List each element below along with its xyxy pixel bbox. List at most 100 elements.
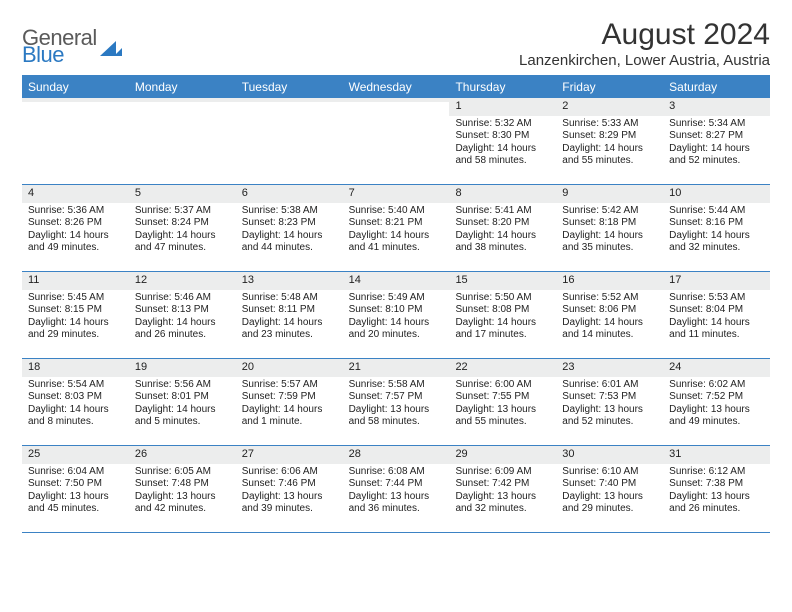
calendar-cell: 20Sunrise: 5:57 AMSunset: 7:59 PMDayligh… (236, 359, 343, 445)
daylight-text: Daylight: 14 hours and 29 minutes. (28, 317, 123, 342)
cell-body: Sunrise: 5:44 AMSunset: 8:16 PMDaylight:… (663, 203, 770, 259)
sunset-text: Sunset: 7:44 PM (349, 478, 444, 491)
calendar: Sunday Monday Tuesday Wednesday Thursday… (22, 75, 770, 533)
daylight-text: Daylight: 14 hours and 23 minutes. (242, 317, 337, 342)
cell-body: Sunrise: 5:48 AMSunset: 8:11 PMDaylight:… (236, 290, 343, 346)
sunset-text: Sunset: 8:11 PM (242, 304, 337, 317)
calendar-cell: 18Sunrise: 5:54 AMSunset: 8:03 PMDayligh… (22, 359, 129, 445)
sunrise-text: Sunrise: 6:12 AM (669, 466, 764, 479)
sunset-text: Sunset: 8:08 PM (455, 304, 550, 317)
daylight-text: Daylight: 14 hours and 17 minutes. (455, 317, 550, 342)
cell-body: Sunrise: 5:53 AMSunset: 8:04 PMDaylight:… (663, 290, 770, 346)
daylight-text: Daylight: 13 hours and 49 minutes. (669, 404, 764, 429)
sunrise-text: Sunrise: 5:58 AM (349, 379, 444, 392)
day-number: 29 (449, 446, 556, 464)
daylight-text: Daylight: 14 hours and 49 minutes. (28, 230, 123, 255)
day-number: 9 (556, 185, 663, 203)
sunrise-text: Sunrise: 5:53 AM (669, 292, 764, 305)
sunset-text: Sunset: 7:52 PM (669, 391, 764, 404)
day-number: 28 (343, 446, 450, 464)
daylight-text: Daylight: 13 hours and 32 minutes. (455, 491, 550, 516)
sunset-text: Sunset: 8:06 PM (562, 304, 657, 317)
sunset-text: Sunset: 7:38 PM (669, 478, 764, 491)
calendar-cell: 31Sunrise: 6:12 AMSunset: 7:38 PMDayligh… (663, 446, 770, 532)
day-number: 14 (343, 272, 450, 290)
day-number: 6 (236, 185, 343, 203)
sunrise-text: Sunrise: 5:57 AM (242, 379, 337, 392)
calendar-cell: 6Sunrise: 5:38 AMSunset: 8:23 PMDaylight… (236, 185, 343, 271)
cell-body: Sunrise: 5:57 AMSunset: 7:59 PMDaylight:… (236, 377, 343, 433)
daylight-text: Daylight: 14 hours and 5 minutes. (135, 404, 230, 429)
sunrise-text: Sunrise: 5:46 AM (135, 292, 230, 305)
calendar-cell: 29Sunrise: 6:09 AMSunset: 7:42 PMDayligh… (449, 446, 556, 532)
daylight-text: Daylight: 13 hours and 45 minutes. (28, 491, 123, 516)
cell-body: Sunrise: 6:05 AMSunset: 7:48 PMDaylight:… (129, 464, 236, 520)
sunrise-text: Sunrise: 6:02 AM (669, 379, 764, 392)
day-number: 7 (343, 185, 450, 203)
calendar-cell (129, 98, 236, 184)
sunset-text: Sunset: 7:59 PM (242, 391, 337, 404)
day-number: 10 (663, 185, 770, 203)
calendar-cell: 26Sunrise: 6:05 AMSunset: 7:48 PMDayligh… (129, 446, 236, 532)
sunset-text: Sunset: 7:53 PM (562, 391, 657, 404)
sunset-text: Sunset: 8:30 PM (455, 130, 550, 143)
daylight-text: Daylight: 14 hours and 26 minutes. (135, 317, 230, 342)
calendar-cell: 13Sunrise: 5:48 AMSunset: 8:11 PMDayligh… (236, 272, 343, 358)
day-number: 26 (129, 446, 236, 464)
sunset-text: Sunset: 8:10 PM (349, 304, 444, 317)
sunset-text: Sunset: 7:57 PM (349, 391, 444, 404)
sunrise-text: Sunrise: 5:56 AM (135, 379, 230, 392)
calendar-cell: 28Sunrise: 6:08 AMSunset: 7:44 PMDayligh… (343, 446, 450, 532)
day-number: 5 (129, 185, 236, 203)
sunrise-text: Sunrise: 5:32 AM (455, 118, 550, 131)
day-header: Thursday (449, 77, 556, 98)
sunrise-text: Sunrise: 5:45 AM (28, 292, 123, 305)
sunset-text: Sunset: 8:13 PM (135, 304, 230, 317)
day-number: 1 (449, 98, 556, 116)
cell-body: Sunrise: 6:12 AMSunset: 7:38 PMDaylight:… (663, 464, 770, 520)
cell-body: Sunrise: 5:41 AMSunset: 8:20 PMDaylight:… (449, 203, 556, 259)
cell-body: Sunrise: 5:50 AMSunset: 8:08 PMDaylight:… (449, 290, 556, 346)
cell-body (343, 102, 450, 108)
day-number: 17 (663, 272, 770, 290)
sunrise-text: Sunrise: 6:05 AM (135, 466, 230, 479)
daylight-text: Daylight: 13 hours and 55 minutes. (455, 404, 550, 429)
sunrise-text: Sunrise: 5:42 AM (562, 205, 657, 218)
header: General Blue August 2024 Lanzenkirchen, … (22, 18, 770, 69)
cell-body: Sunrise: 5:46 AMSunset: 8:13 PMDaylight:… (129, 290, 236, 346)
calendar-cell: 30Sunrise: 6:10 AMSunset: 7:40 PMDayligh… (556, 446, 663, 532)
sunset-text: Sunset: 7:42 PM (455, 478, 550, 491)
day-number: 13 (236, 272, 343, 290)
daylight-text: Daylight: 13 hours and 42 minutes. (135, 491, 230, 516)
calendar-week: 11Sunrise: 5:45 AMSunset: 8:15 PMDayligh… (22, 272, 770, 359)
cell-body: Sunrise: 5:34 AMSunset: 8:27 PMDaylight:… (663, 116, 770, 172)
calendar-cell: 22Sunrise: 6:00 AMSunset: 7:55 PMDayligh… (449, 359, 556, 445)
cell-body: Sunrise: 6:08 AMSunset: 7:44 PMDaylight:… (343, 464, 450, 520)
cell-body: Sunrise: 6:04 AMSunset: 7:50 PMDaylight:… (22, 464, 129, 520)
sunrise-text: Sunrise: 5:36 AM (28, 205, 123, 218)
daylight-text: Daylight: 14 hours and 41 minutes. (349, 230, 444, 255)
day-number: 25 (22, 446, 129, 464)
cell-body: Sunrise: 5:52 AMSunset: 8:06 PMDaylight:… (556, 290, 663, 346)
cell-body: Sunrise: 5:58 AMSunset: 7:57 PMDaylight:… (343, 377, 450, 433)
day-number: 3 (663, 98, 770, 116)
daylight-text: Daylight: 14 hours and 38 minutes. (455, 230, 550, 255)
calendar-week: 4Sunrise: 5:36 AMSunset: 8:26 PMDaylight… (22, 185, 770, 272)
sunrise-text: Sunrise: 5:33 AM (562, 118, 657, 131)
sunset-text: Sunset: 8:15 PM (28, 304, 123, 317)
calendar-cell: 4Sunrise: 5:36 AMSunset: 8:26 PMDaylight… (22, 185, 129, 271)
calendar-cell: 27Sunrise: 6:06 AMSunset: 7:46 PMDayligh… (236, 446, 343, 532)
sunrise-text: Sunrise: 5:38 AM (242, 205, 337, 218)
cell-body: Sunrise: 5:37 AMSunset: 8:24 PMDaylight:… (129, 203, 236, 259)
cell-body: Sunrise: 6:00 AMSunset: 7:55 PMDaylight:… (449, 377, 556, 433)
sunrise-text: Sunrise: 6:08 AM (349, 466, 444, 479)
sunrise-text: Sunrise: 5:41 AM (455, 205, 550, 218)
cell-body: Sunrise: 5:42 AMSunset: 8:18 PMDaylight:… (556, 203, 663, 259)
cell-body: Sunrise: 6:06 AMSunset: 7:46 PMDaylight:… (236, 464, 343, 520)
title-block: August 2024 Lanzenkirchen, Lower Austria… (519, 18, 770, 69)
sunrise-text: Sunrise: 5:49 AM (349, 292, 444, 305)
cell-body: Sunrise: 5:33 AMSunset: 8:29 PMDaylight:… (556, 116, 663, 172)
cell-body (236, 102, 343, 108)
cell-body: Sunrise: 6:02 AMSunset: 7:52 PMDaylight:… (663, 377, 770, 433)
sunset-text: Sunset: 8:24 PM (135, 217, 230, 230)
